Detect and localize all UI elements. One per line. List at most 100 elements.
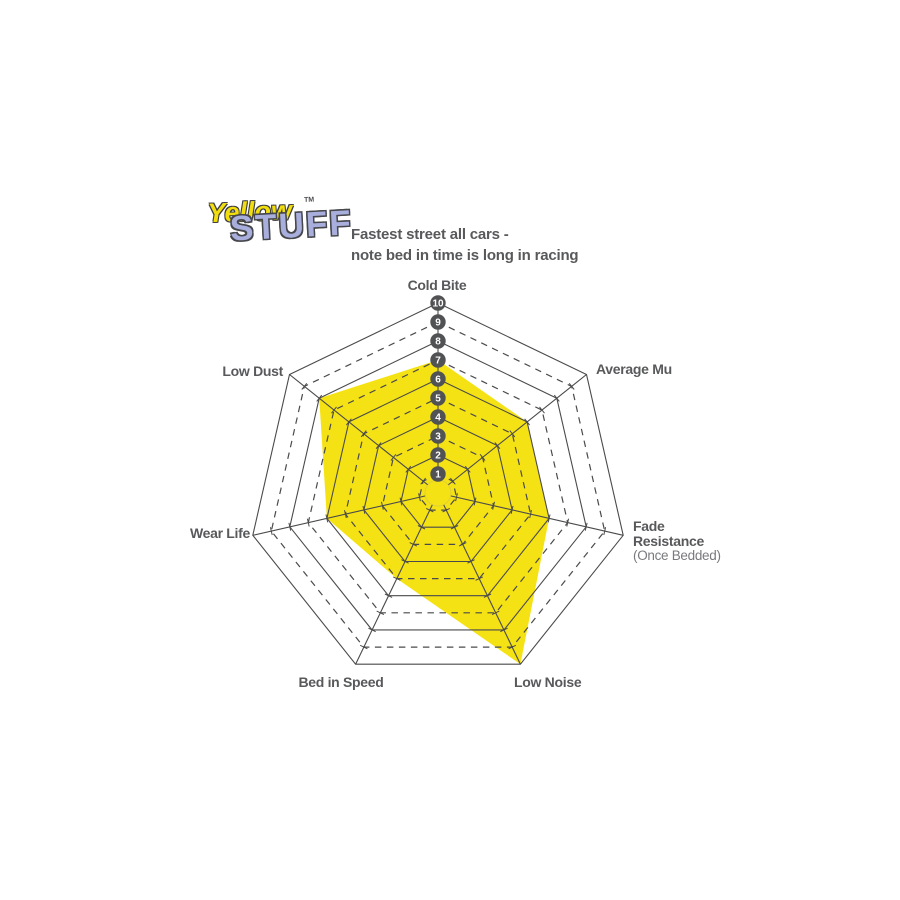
center-disc xyxy=(424,479,452,507)
axis-label-cold-bite: Cold Bite xyxy=(408,277,467,293)
axis-label-average-mu: Average Mu xyxy=(596,361,672,377)
scale-badge-2 xyxy=(430,447,446,463)
axis-tick-low-noise-8 xyxy=(500,627,508,633)
axis-tick-low-dust-1 xyxy=(420,477,426,485)
axis-tick-wear-life-7 xyxy=(306,518,310,527)
axis-label-fade-resistance-line-1: Fade xyxy=(633,518,665,534)
axis-tick-bed-in-speed-1 xyxy=(425,507,434,513)
axis-tick-wear-life-9 xyxy=(269,527,273,536)
axis-tick-wear-life-8 xyxy=(288,522,292,531)
axis-tick-average-mu-5 xyxy=(509,430,516,438)
axis-tick-bed-in-speed-5 xyxy=(392,576,401,581)
data-polygon-yellowstuff xyxy=(319,360,550,665)
grid-ring-10 xyxy=(252,302,624,665)
scale-badge-label-5: 5 xyxy=(435,394,441,405)
axis-tick-fade-resistance-8 xyxy=(584,522,588,531)
axis-tick-bed-in-speed-2 xyxy=(417,525,426,530)
grid-ring-9 xyxy=(270,321,606,648)
axis-tick-average-mu-3 xyxy=(479,453,486,461)
scale-badge-label-3: 3 xyxy=(435,432,441,443)
axis-tick-fade-resistance-7 xyxy=(566,518,570,527)
grid-ring-7 xyxy=(307,359,569,614)
chart-tagline: Fastest street all cars - note bed in ti… xyxy=(351,224,579,266)
grid-ring-3 xyxy=(381,435,495,546)
axis-tick-bed-in-speed-6 xyxy=(384,593,393,598)
scale-badge-4 xyxy=(430,409,446,425)
axis-tick-fade-resistance-1 xyxy=(455,493,458,502)
scale-badge-9 xyxy=(430,314,446,330)
grid-ring-2 xyxy=(400,454,476,528)
axis-tick-average-mu-1 xyxy=(450,477,456,485)
axis-tick-average-mu-2 xyxy=(464,465,471,473)
axis-tick-wear-life-2 xyxy=(399,497,403,506)
scale-badge-3 xyxy=(430,428,446,444)
scale-badge-label-8: 8 xyxy=(435,337,441,348)
scale-badge-label-9: 9 xyxy=(435,318,441,329)
axis-tick-wear-life-4 xyxy=(362,505,366,514)
axis-tick-fade-resistance-2 xyxy=(473,497,477,506)
scale-badge-label-2: 2 xyxy=(435,451,441,462)
axis-tick-average-mu-7 xyxy=(539,406,545,414)
axis-label-low-dust: Low Dust xyxy=(222,363,283,379)
grid-ring-8 xyxy=(289,340,587,631)
scale-badge-5 xyxy=(430,390,446,406)
axis-label-low-noise: Low Noise xyxy=(514,674,582,690)
axis-tick-low-noise-7 xyxy=(491,610,500,616)
axis-tick-low-dust-3 xyxy=(390,453,397,461)
axis-tick-low-dust-5 xyxy=(360,430,367,438)
tagline-line-1: Fastest street all cars - xyxy=(351,226,509,243)
axis-label-bed-in-speed: Bed in Speed xyxy=(298,674,383,690)
axis-tick-low-noise-3 xyxy=(458,542,467,547)
axis-tick-bed-in-speed-7 xyxy=(376,610,385,616)
axis-tick-wear-life-1 xyxy=(418,493,421,502)
axis-tick-low-noise-1 xyxy=(442,507,451,513)
axis-tick-average-mu-6 xyxy=(524,418,530,426)
axis-label-fade-resistance-line-2: Resistance xyxy=(633,533,704,549)
scale-badge-1 xyxy=(430,466,446,482)
axis-tick-low-noise-6 xyxy=(483,593,492,598)
axis-tick-bed-in-speed-3 xyxy=(409,542,418,547)
scale-badge-label-10: 10 xyxy=(432,299,444,310)
scale-badge-8 xyxy=(430,333,446,349)
scale-badge-label-4: 4 xyxy=(435,413,441,424)
axis-tick-low-noise-5 xyxy=(475,576,484,581)
axis-tick-bed-in-speed-4 xyxy=(401,559,409,564)
grid-ring-6 xyxy=(326,378,550,597)
grid-ring-4 xyxy=(363,416,513,563)
axis-tick-low-noise-2 xyxy=(450,525,459,530)
grid-ring-5 xyxy=(344,397,532,580)
axis-tick-low-dust-7 xyxy=(331,406,337,414)
scale-badge-10 xyxy=(430,295,446,311)
axis-tick-bed-in-speed-8 xyxy=(368,627,376,633)
axis-tick-low-dust-4 xyxy=(375,442,382,450)
axis-tick-low-noise-4 xyxy=(467,559,475,564)
axis-tick-bed-in-speed-9 xyxy=(359,644,368,650)
axis-tick-average-mu-9 xyxy=(568,382,575,390)
axis-tick-low-noise-9 xyxy=(508,644,517,650)
axis-sublabel-fade-resistance: (Once Bedded) xyxy=(633,548,721,563)
axis-tick-low-dust-6 xyxy=(346,418,352,426)
axis-tick-low-dust-2 xyxy=(405,465,412,473)
axis-tick-average-mu-4 xyxy=(494,442,501,450)
axis-tick-wear-life-6 xyxy=(325,514,329,523)
tagline-line-2: note bed in time is long in racing xyxy=(351,247,579,264)
axis-tick-fade-resistance-4 xyxy=(510,505,514,514)
axis-tick-fade-resistance-3 xyxy=(492,501,495,510)
scale-badge-label-1: 1 xyxy=(435,470,441,481)
scale-badge-7 xyxy=(430,352,446,368)
axis-tick-low-dust-8 xyxy=(316,394,323,402)
scale-badge-6 xyxy=(430,371,446,387)
scale-badge-label-6: 6 xyxy=(435,375,441,386)
grid-ring-1 xyxy=(418,473,458,511)
axis-tick-low-dust-9 xyxy=(301,382,308,390)
scale-badge-label-7: 7 xyxy=(435,356,441,367)
axis-label-wear-life: Wear Life xyxy=(190,525,251,541)
axis-tick-wear-life-5 xyxy=(344,510,347,519)
axis-tick-fade-resistance-6 xyxy=(547,514,551,523)
axis-tick-fade-resistance-5 xyxy=(529,510,532,519)
axis-tick-wear-life-3 xyxy=(381,501,384,510)
axis-tick-average-mu-8 xyxy=(553,394,560,402)
axis-tick-fade-resistance-9 xyxy=(603,527,607,536)
